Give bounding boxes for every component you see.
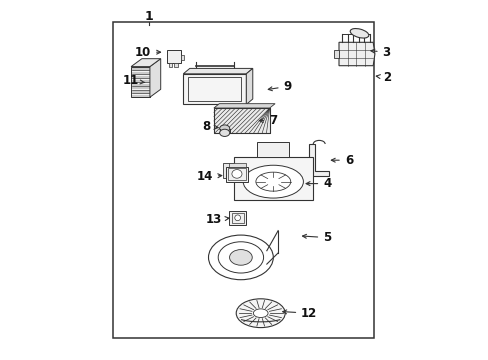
Ellipse shape: [208, 235, 273, 280]
Text: 14: 14: [196, 170, 222, 183]
Polygon shape: [213, 108, 269, 133]
Ellipse shape: [243, 165, 303, 198]
Bar: [257, 142, 288, 157]
Ellipse shape: [349, 28, 368, 38]
Text: 11: 11: [122, 75, 144, 87]
Text: 12: 12: [282, 307, 317, 320]
Polygon shape: [246, 68, 252, 104]
Text: 2: 2: [375, 71, 390, 84]
Text: 13: 13: [205, 213, 228, 226]
Polygon shape: [183, 68, 252, 74]
Text: 4: 4: [305, 177, 331, 190]
Ellipse shape: [219, 125, 229, 132]
Bar: [228, 163, 245, 167]
Bar: [113, 22, 373, 338]
Text: 9: 9: [268, 80, 291, 93]
Bar: [225, 167, 247, 182]
Text: 6: 6: [331, 154, 352, 167]
Bar: [183, 74, 246, 104]
Bar: [333, 50, 338, 58]
Ellipse shape: [231, 170, 242, 178]
Bar: [181, 55, 184, 60]
Ellipse shape: [234, 215, 240, 221]
Polygon shape: [213, 104, 275, 108]
Bar: [188, 77, 241, 101]
Bar: [233, 157, 312, 200]
Bar: [168, 63, 172, 67]
Polygon shape: [131, 59, 161, 67]
Text: 10: 10: [135, 46, 160, 59]
Text: 3: 3: [370, 46, 390, 59]
Bar: [231, 213, 244, 223]
Text: 5: 5: [302, 231, 331, 244]
Ellipse shape: [236, 299, 285, 328]
Text: 8: 8: [202, 120, 218, 133]
Bar: [229, 211, 246, 225]
Ellipse shape: [219, 129, 229, 136]
Text: 1: 1: [144, 10, 153, 23]
Polygon shape: [131, 67, 150, 97]
Bar: [174, 63, 178, 67]
Bar: [223, 163, 233, 178]
Ellipse shape: [255, 172, 290, 191]
Polygon shape: [150, 59, 161, 97]
Ellipse shape: [218, 242, 263, 273]
Ellipse shape: [229, 249, 252, 265]
Bar: [167, 50, 181, 63]
Polygon shape: [338, 42, 374, 66]
Ellipse shape: [253, 309, 267, 318]
Polygon shape: [309, 144, 328, 176]
Text: 7: 7: [259, 114, 277, 127]
Bar: [228, 168, 245, 180]
